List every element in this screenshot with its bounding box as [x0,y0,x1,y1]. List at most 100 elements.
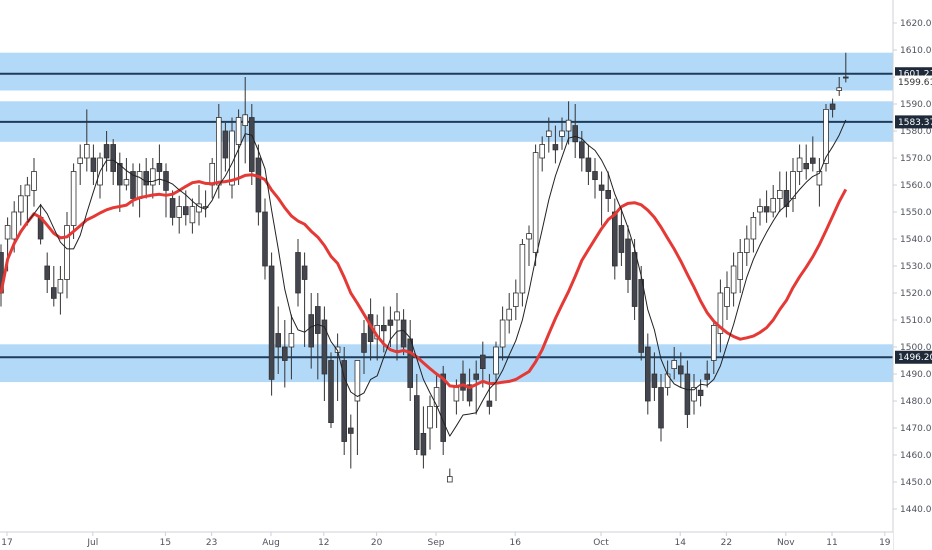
candle-up [750,216,757,240]
candle-down [440,373,446,442]
price-tick-label: 1470.000 [900,424,932,434]
price-tick-label: 1520.000 [900,289,932,299]
candle-up [77,157,84,164]
price-tick-label: 1570.000 [900,154,932,164]
price-tick-label: 1590.000 [900,100,932,110]
candle-down [466,384,473,402]
candle-up [209,162,216,186]
price-axis-background[interactable] [893,0,932,550]
candle-down [829,103,836,110]
candle-down [262,211,268,267]
candle-down [592,171,598,181]
price-tick-label: 1580.000 [900,127,932,137]
candle-up [427,405,433,429]
candle-down [585,157,592,172]
candle-up [215,117,222,186]
candle-down [658,387,664,429]
candle-up [711,324,717,361]
time-tick-label: 17 [1,538,12,548]
time-axis-background[interactable] [0,532,893,550]
time-tick-label: 12 [318,538,329,548]
candle-up [506,308,512,321]
candle-up [149,168,156,186]
candle-down [51,287,57,299]
time-tick-label: 23 [206,538,217,548]
candle-down [843,76,849,79]
candle-up [546,130,552,137]
candle-up [790,171,796,199]
time-tick-label: 11 [826,538,837,548]
price-tick-label: 1500.000 [900,343,932,353]
candle-down [308,314,314,348]
price-labels-layer: 1601.2121599.611 1583.376 1496.205 [895,67,932,364]
candle-down [90,157,97,172]
price-tick-label: 1540.000 [900,235,932,245]
candle-up [717,292,724,334]
time-tick-label: Sep [428,538,445,548]
candle-down [130,171,136,199]
time-tick-label: 16 [509,538,521,548]
candle-down [572,125,578,143]
candle-up [202,206,209,209]
candle-up [691,387,697,402]
candle-down [281,346,288,361]
candle-down [361,333,367,353]
price-tick-label: 1440.000 [900,505,932,515]
candle-up [499,319,506,348]
candle-down [605,189,611,199]
candle-down [321,319,328,375]
candle-up [11,211,18,240]
candle-up [288,333,295,348]
candle-down [803,162,809,170]
price-tick-label: 1450.000 [900,478,932,488]
candle-down [103,144,110,159]
candle-down [407,338,413,388]
candle-up [559,130,565,137]
candle-up [453,387,460,402]
candle-up [24,184,31,197]
candle-down [314,306,321,334]
candle-down [612,211,618,267]
candle-down [473,373,479,380]
candle-up [57,279,64,294]
candle-up [777,189,783,199]
candle-up [235,117,242,145]
candle-down [579,141,585,159]
candle-down [169,198,176,218]
price-badge-label: 1599.611 [898,78,932,88]
candle-up [757,206,763,213]
candle-down [783,189,790,207]
candle-down [420,432,427,456]
candle-up [84,144,90,159]
candle-down [156,162,163,172]
time-tick-label: 14 [674,538,686,548]
candle-up [17,195,24,213]
candle-down [341,360,347,442]
candles-layer [0,52,849,483]
time-tick-label: 20 [371,538,383,548]
moving-average-fast [27,119,847,437]
candle-down [255,157,262,213]
candle-up [823,109,829,164]
candle-down [479,354,486,370]
price-tick-label: 1510.000 [900,316,932,326]
sr-zone [0,52,893,91]
candle-down [268,265,275,380]
candle-up [816,171,823,186]
candle-up [737,252,743,280]
candle-up [176,206,183,218]
candle-up [565,119,572,132]
candle-down [248,117,255,172]
candle-down [631,252,638,307]
candle-up [31,171,37,191]
candle-up [526,233,532,240]
price-badge-label: 1583.376 [898,118,932,128]
horizontal-lines-layer [0,72,893,359]
candle-up [189,206,196,224]
candle-up [394,311,400,321]
candle-up [354,360,361,402]
price-tick-label: 1460.000 [900,451,932,461]
candle-down [275,333,281,348]
candle-up [796,157,803,172]
